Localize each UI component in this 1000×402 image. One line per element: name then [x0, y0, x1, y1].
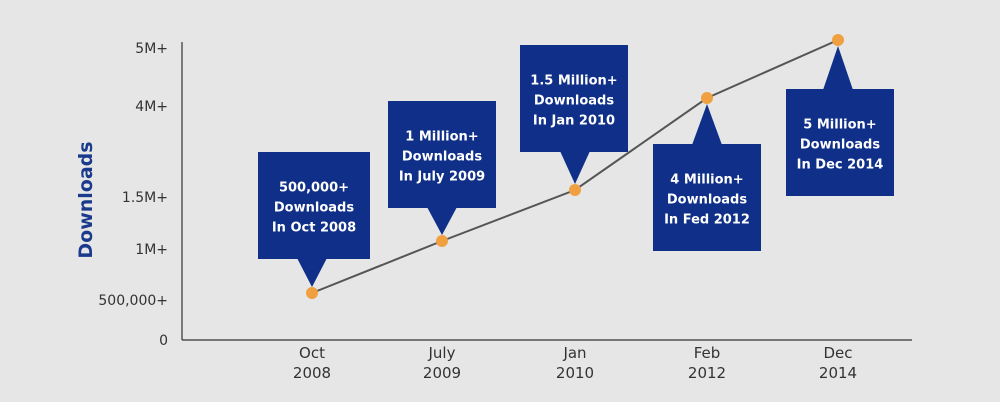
data-point	[701, 92, 713, 104]
y-tick-label: 0	[159, 333, 168, 349]
data-point	[569, 184, 581, 196]
x-tick-label: Feb 2012	[688, 344, 726, 382]
callout-text-line: Downloads	[534, 94, 614, 109]
callout-text-line: 1.5 Million+	[530, 74, 617, 89]
callout-box: 500,000+ Downloads In Oct 2008	[258, 152, 370, 287]
y-tick-label: 1M+	[135, 242, 168, 258]
callout-text-line: Downloads	[667, 193, 747, 208]
x-tick-label: Oct 2008	[293, 344, 331, 382]
y-axis-title: Downloads	[75, 141, 97, 258]
y-tick-label: 500,000+	[98, 293, 168, 309]
y-tick-label: 1.5M+	[122, 190, 168, 206]
callout-text-line: Downloads	[274, 201, 354, 216]
callout-pointer	[692, 104, 722, 145]
data-points	[306, 34, 844, 299]
callout-pointer	[297, 258, 327, 287]
callout-text-line: In Fed 2012	[664, 213, 750, 228]
x-tick-label: July 2009	[423, 344, 461, 382]
callout-background	[258, 152, 370, 259]
callout-text-line: Downloads	[800, 138, 880, 153]
y-tick-label: 5M+	[135, 41, 168, 57]
callout-box: 1.5 Million+ Downloads In Jan 2010	[520, 45, 628, 184]
callout-pointer	[823, 46, 853, 90]
callout-box: 1 Million+ Downloads In July 2009	[388, 101, 496, 235]
callout-background	[786, 89, 894, 196]
callout-text-line: In Dec 2014	[797, 158, 884, 173]
callout-text-line: 500,000+	[279, 181, 349, 196]
axes	[181, 42, 912, 341]
callout-pointer	[560, 151, 590, 184]
callout-text-line: 5 Million+	[803, 118, 876, 133]
callout-background	[388, 101, 496, 208]
callout-text-line: In Jan 2010	[533, 114, 615, 129]
y-tick-label: 4M+	[135, 99, 168, 115]
callout-pointer	[427, 207, 457, 235]
x-tick-label: Jan 2010	[556, 344, 594, 382]
data-point	[436, 235, 448, 247]
callout-box: 4 Million+ Downloads In Fed 2012	[653, 104, 761, 251]
callout-background	[520, 45, 628, 152]
data-point	[832, 34, 844, 46]
data-point	[306, 287, 318, 299]
callouts: 500,000+ Downloads In Oct 2008 1 Million+ Do…	[258, 45, 894, 287]
callout-box: 5 Million+ Downloads In Dec 2014	[786, 46, 894, 196]
callout-text-line: Downloads	[402, 150, 482, 165]
axis-labels: 0 500,000+ 1M+ 1.5M+ 4M+ 5M+ Downloads Oct 2008 J…	[75, 41, 857, 382]
callout-text-line: 1 Million+	[405, 130, 478, 145]
callout-background	[653, 144, 761, 251]
x-tick-label: Dec 2014	[819, 344, 857, 382]
callout-text-line: In July 2009	[399, 170, 485, 185]
callout-text-line: 4 Million+	[670, 173, 743, 188]
callout-text-line: In Oct 2008	[272, 221, 356, 236]
